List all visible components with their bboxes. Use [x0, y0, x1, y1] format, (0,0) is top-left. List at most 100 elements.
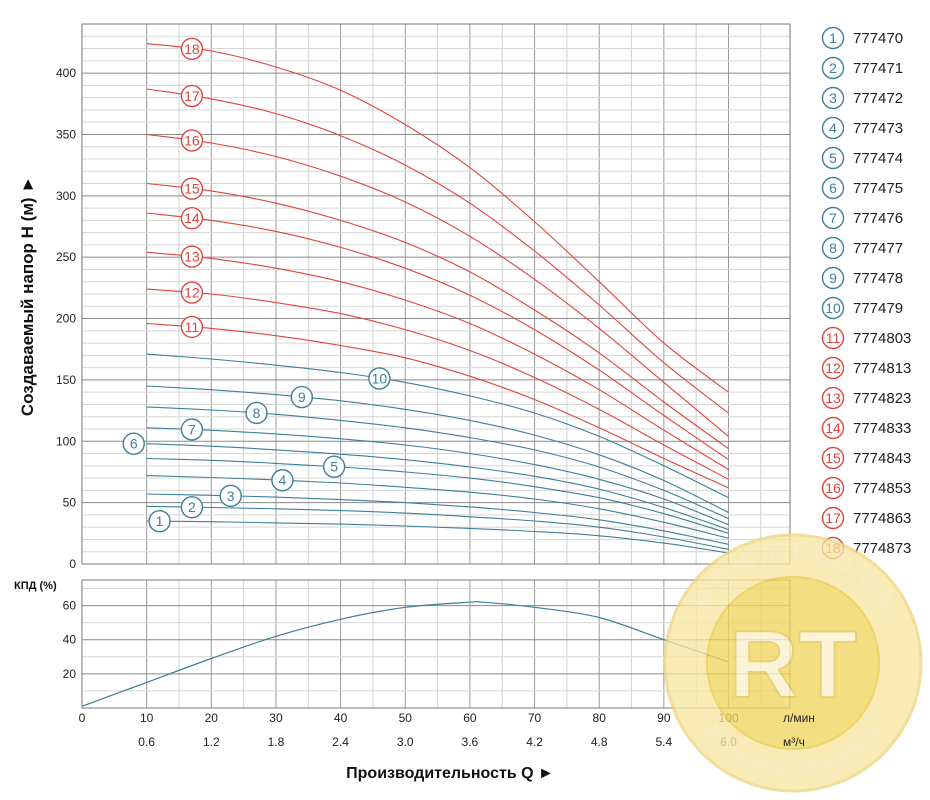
legend-badge-number: 16 — [825, 480, 841, 496]
x-tick-label-lpm: 80 — [593, 711, 607, 725]
legend-badge-circle — [821, 26, 845, 50]
x-tick-label-m3h: 4.2 — [526, 735, 543, 749]
head-plot-frame — [81, 23, 791, 565]
legend-badge-circle — [821, 446, 845, 470]
legend-badge-circle — [821, 116, 845, 140]
head-curve-6 — [146, 443, 729, 531]
curve-badge-13: 13 — [180, 245, 204, 268]
legend-item-10: 10 777479 — [821, 296, 903, 320]
legend-item-11: 11 7774803 — [821, 326, 911, 350]
curve-badge-11: 11 — [180, 315, 204, 339]
x-tick-label-lpm: 0 — [79, 711, 86, 725]
head-curve-9 — [146, 385, 729, 513]
legend-item-6: 6 777475 — [821, 176, 903, 200]
legend-model-code: 7774863 — [853, 510, 911, 527]
watermark-inner-disc — [706, 576, 880, 750]
efficiency-curve — [81, 600, 729, 707]
curve-badge-8: 8 — [245, 401, 268, 425]
x-tick-label-m3h: 3.0 — [397, 735, 414, 749]
legend-model-code: 777474 — [853, 150, 903, 167]
x-tick-label-lpm: 40 — [334, 711, 348, 725]
legend-badge-number: 10 — [825, 300, 841, 316]
x-tick-label-m3h: 1.2 — [203, 735, 220, 749]
curve-badge-circle — [180, 206, 204, 230]
head-curve-1 — [146, 520, 729, 554]
legend-badge-circle — [821, 386, 845, 410]
legend-item-17: 17 7774863 — [821, 506, 911, 530]
y-tick-label: 100 — [56, 434, 76, 448]
curve-badge-4: 4 — [271, 469, 294, 492]
legend-model-code: 7774833 — [853, 420, 911, 437]
x-tick-label-lpm: 90 — [657, 711, 671, 725]
legend-badge-circle — [821, 506, 845, 530]
legend-badge-number: 17 — [825, 510, 841, 526]
legend-model-code: 777479 — [853, 300, 903, 317]
curve-badge-number: 9 — [298, 389, 306, 405]
legend-badge-circle — [821, 476, 845, 500]
legend-item-8: 8 777477 — [821, 236, 903, 260]
curve-badge-circle — [148, 509, 171, 533]
curve-badge-circle — [180, 129, 204, 152]
curve-badge-number: 14 — [184, 210, 200, 226]
head-curve-3 — [146, 493, 729, 545]
legend: 1 777470 2 777471 3 777472 4 777473 5 777474 6 7774… — [821, 26, 911, 560]
legend-badge-number: 9 — [829, 270, 837, 286]
legend-badge-number: 5 — [829, 150, 837, 166]
curve-badge-circle — [180, 281, 204, 304]
legend-model-code: 777476 — [853, 210, 903, 227]
head-curve-4 — [146, 475, 729, 539]
legend-badge-number: 13 — [825, 390, 841, 406]
legend-item-7: 7 777476 — [821, 206, 903, 230]
x-tick-label-lpm: 70 — [528, 711, 542, 725]
x-tick-label-m3h: 0.6 — [138, 735, 155, 749]
legend-badge-number: 3 — [829, 90, 837, 106]
curve-badge-16: 16 — [180, 129, 204, 152]
curve-badge-number: 7 — [188, 421, 196, 437]
curve-badge-circle — [271, 469, 294, 492]
head-curve-18 — [146, 43, 729, 393]
curve-badge-1: 1 — [148, 509, 171, 533]
legend-badge-circle — [821, 206, 845, 230]
curve-badge-circle — [368, 367, 391, 390]
head-curves — [146, 43, 729, 554]
legend-badge-number: 8 — [829, 240, 837, 256]
x-tick-label-m3h: 3.6 — [462, 735, 479, 749]
legend-item-2: 2 777471 — [821, 56, 903, 80]
x-tick-label-m3h: 5.4 — [656, 735, 673, 749]
head-curve-15 — [146, 182, 729, 450]
legend-model-code: 777478 — [853, 270, 903, 287]
legend-badge-circle — [821, 86, 845, 110]
efficiency-y-tick-label: 20 — [63, 667, 77, 681]
legend-model-code: 777470 — [853, 30, 903, 47]
curve-badge-9: 9 — [290, 385, 314, 409]
legend-item-12: 12 7774813 — [821, 356, 911, 380]
head-curve-16 — [146, 133, 729, 437]
curve-badge-circle — [180, 177, 204, 200]
legend-badge-number: 15 — [825, 450, 841, 466]
legend-badge-circle — [821, 416, 845, 440]
x-axis-title: Производительность Q ► — [346, 765, 554, 782]
legend-badge-circle — [821, 56, 845, 80]
legend-item-9: 9 777478 — [821, 266, 903, 290]
legend-badge-number: 7 — [829, 210, 837, 226]
legend-model-code: 7774843 — [853, 450, 911, 467]
legend-model-code: 7774803 — [853, 330, 911, 347]
legend-model-code: 777473 — [853, 120, 903, 137]
x-tick-label-lpm: 10 — [140, 711, 154, 725]
legend-badge-number: 4 — [829, 120, 837, 136]
head-curve-11 — [146, 322, 729, 489]
head-curve-12 — [146, 288, 729, 480]
legend-model-code: 7774873 — [853, 540, 911, 557]
curve-badge-number: 13 — [184, 249, 200, 265]
curve-badge-number: 5 — [330, 459, 338, 475]
curve-badge-number: 18 — [184, 41, 200, 57]
legend-item-14: 14 7774833 — [821, 416, 911, 440]
legend-item-13: 13 7774823 — [821, 386, 911, 410]
curve-badge-circle — [245, 401, 268, 425]
legend-badge-number: 14 — [825, 420, 841, 436]
efficiency-axis-title: КПД (%) — [14, 580, 57, 592]
curve-badge-number: 3 — [227, 488, 235, 504]
head-curve-7 — [146, 427, 729, 526]
m3h-unit-label: м³/ч — [783, 735, 805, 749]
